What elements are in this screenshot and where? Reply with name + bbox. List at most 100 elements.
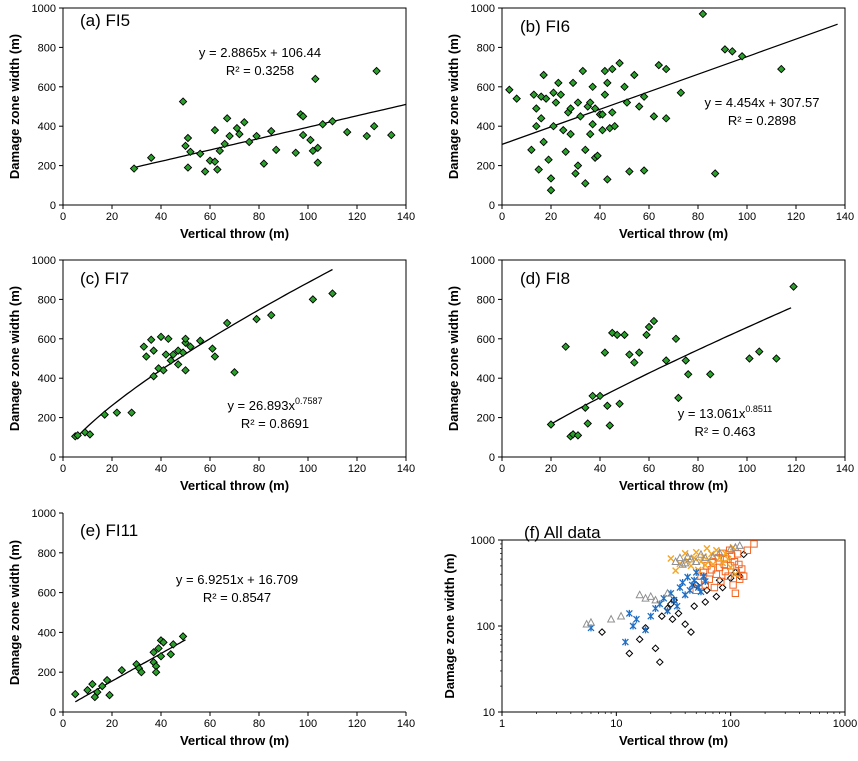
data-point [647, 612, 655, 620]
data-point [681, 549, 689, 557]
y-tick-label: 200 [38, 161, 56, 173]
x-tick-label: 120 [348, 211, 366, 223]
data-point [112, 408, 122, 417]
data-point [505, 85, 514, 94]
data-point [85, 430, 95, 439]
data-point [166, 356, 176, 365]
data-point [718, 583, 727, 592]
y-tick-label: 0 [489, 452, 495, 464]
trend-line [74, 268, 333, 440]
data-point [318, 119, 327, 129]
data-point [608, 108, 617, 117]
r-squared-label: R² = 0.8547 [203, 590, 271, 605]
regression-equation: y = 6.9251x + 16.709 [176, 572, 298, 587]
data-point [208, 344, 217, 353]
data-point [149, 648, 158, 657]
data-point [539, 70, 548, 80]
x-tick-label: 20 [106, 718, 118, 730]
y-tick-label: 1000 [32, 508, 56, 520]
data-point [615, 399, 624, 409]
data-point [772, 354, 781, 363]
data-point [621, 638, 629, 646]
data-point [210, 125, 220, 135]
panel-a: 0 20 40 60 80 100 120 140 0 200 400 600 800 1000 Verti… [7, 3, 415, 241]
data-point [692, 581, 701, 589]
data-point [230, 368, 239, 377]
data-point [541, 94, 551, 103]
data-point [127, 408, 136, 417]
data-point [707, 566, 716, 574]
x-tick-label: 80 [253, 211, 265, 223]
data-point [603, 78, 612, 88]
x-tick-label: 60 [204, 718, 216, 730]
data-point [146, 153, 156, 162]
y-tick-label: 600 [477, 334, 495, 346]
data-point [183, 133, 193, 143]
x-tick-label: 40 [155, 718, 167, 730]
data-point [634, 348, 644, 357]
data-point [726, 544, 735, 553]
y-tick-label: 0 [50, 707, 56, 719]
x-tick-label: 100 [299, 463, 317, 475]
data-point [680, 558, 690, 567]
data-point [568, 430, 578, 439]
x-tick-label: 100 [299, 211, 317, 223]
data-point [585, 129, 595, 139]
data-point [639, 166, 649, 175]
panel-title: (f) All data [524, 523, 601, 542]
data-point [625, 609, 633, 617]
data-point [655, 658, 664, 667]
x-tick-label: 60 [204, 463, 216, 475]
data-point [731, 589, 740, 598]
data-point [728, 47, 737, 56]
regression-equation: y = 13.061x0.8511 [678, 404, 772, 421]
data-point [554, 78, 563, 88]
data-point [178, 632, 188, 641]
data-point [615, 58, 624, 68]
y-axis-label: Damage zone width (m) [446, 34, 461, 179]
data-point [642, 626, 649, 634]
y-tick-label: 800 [38, 294, 56, 306]
data-point [146, 335, 156, 345]
r-squared-label: R² = 0.463 [694, 424, 755, 439]
data-point [117, 665, 127, 675]
x-tick-label: 80 [253, 718, 265, 730]
data-point [267, 310, 276, 320]
plot-frame [501, 7, 846, 206]
y-tick-label: 800 [477, 294, 495, 306]
data-point [674, 609, 683, 618]
data-point [721, 567, 730, 576]
y-tick-label: 200 [38, 667, 56, 679]
x-tick-label: 120 [348, 718, 366, 730]
data-point [181, 366, 190, 375]
data-point [169, 640, 178, 649]
data-point [681, 356, 690, 365]
data-point [620, 82, 629, 92]
data-point [738, 565, 746, 573]
data-point [681, 620, 690, 629]
x-axis-label: Vertical throw (m) [619, 478, 728, 493]
data-point [671, 334, 681, 344]
data-point [544, 155, 553, 164]
y-tick-label: 400 [477, 121, 495, 133]
data-point [743, 546, 752, 554]
data-point [259, 159, 269, 168]
data-point [625, 350, 634, 359]
x-axis-label: Vertical throw (m) [619, 226, 728, 241]
data-point [701, 598, 710, 606]
data-point [692, 548, 700, 556]
data-point [710, 169, 720, 178]
data-point [633, 615, 640, 623]
data-point [561, 147, 570, 157]
data-point [703, 544, 711, 552]
data-point [661, 64, 671, 74]
x-axis-label: Vertical throw (m) [180, 733, 289, 748]
data-point [634, 102, 644, 111]
data-point [644, 322, 654, 332]
series-fi7 [667, 543, 739, 578]
data-point [708, 550, 716, 558]
y-axis-label: Damage zone width (m) [446, 286, 461, 431]
data-point [687, 628, 695, 636]
data-point [210, 157, 220, 166]
